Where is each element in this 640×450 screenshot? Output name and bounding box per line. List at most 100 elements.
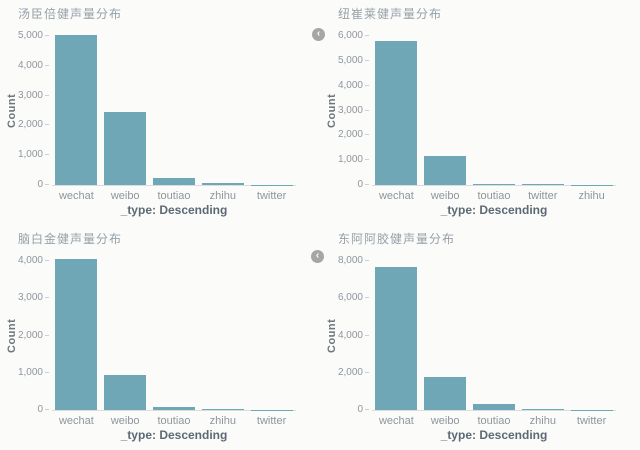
x-tick-label: toutiao [157,415,191,427]
y-tick-label: 4,000 [17,59,43,71]
bar-wechat[interactable] [55,259,97,410]
chart-title: 脑白金健声量分布 [18,232,123,246]
bar-weibo[interactable] [424,377,466,410]
y-tick-mark [365,184,369,185]
y-tick-label: 5,000 [337,54,363,66]
chart-panel-tangchenbeijian: 汤臣倍健声量分布 Count 0 1,000 2,000 3,000 4,000 5,00… [0,0,320,225]
y-tick-mark [365,84,369,86]
bar-weibo[interactable] [424,156,466,185]
x-tick-label: zhihu [578,190,605,202]
y-tick-label: 4,000 [17,255,43,266]
x-tick-label: weibo [430,415,460,427]
y-tick-mark [365,35,369,36]
x-tick-label: wechat [378,415,414,427]
plot-area: 0 1,000 2,000 3,000 4,000 wechat weibo toutiao z… [18,256,296,427]
x-tick-label: wechat [378,190,414,202]
x-tick-label: zhihu [209,190,236,202]
x-tick-label: twitter [576,415,607,427]
bar-toutiao[interactable] [473,404,515,410]
chart-panel-dongeejiao: 东阿阿胶健声量分布 Count 0 2,000 4,000 6,000 8,000 wec… [320,225,640,450]
plot-area: 0 1,000 2,000 3,000 4,000 5,000 6,000 wechat wei… [338,31,616,202]
y-tick-label: 2,000 [17,329,43,341]
y-tick-label: 2,000 [337,129,363,141]
x-tick-label: wechat [58,190,94,202]
chart-title: 东阿阿胶健声量分布 [338,232,456,246]
x-tick-label: toutiao [157,190,191,202]
bar-zhihu[interactable] [202,408,244,410]
y-tick-mark [365,109,369,111]
bar-weibo[interactable] [104,374,146,410]
y-tick-mark [45,64,49,66]
y-tick-label: 1,000 [337,154,363,166]
bar-twitter[interactable] [522,184,564,185]
x-axis-title: _type: Descending [440,203,548,217]
y-axis-label: Count [6,93,18,128]
y-tick-mark [45,334,49,336]
y-tick-label: 2,000 [337,366,363,378]
y-tick-label: 6,000 [337,292,363,304]
x-tick-label: weibo [430,190,460,202]
y-tick-label: 0 [37,404,43,415]
bar-wechat[interactable] [375,40,417,185]
bar-zhihu[interactable] [202,182,244,185]
x-tick-label: wechat [58,415,94,427]
y-tick-mark [45,297,49,299]
y-tick-label: 8,000 [337,255,363,266]
y-tick-label: 4,000 [337,79,363,91]
x-tick-label: weibo [110,415,140,427]
y-tick-label: 0 [37,179,43,190]
y-tick-mark [365,409,369,410]
plot-area: 0 1,000 2,000 3,000 4,000 5,000 wechat weibo tou… [18,31,296,202]
chart-panel-nutrilite: 纽崔莱健声量分布 Count 0 1,000 2,000 3,000 4,000 5,00… [320,0,640,225]
y-tick-mark [365,371,369,373]
y-tick-mark [45,94,49,96]
x-axis-title: _type: Descending [120,203,228,217]
bar-toutiao[interactable] [153,406,195,410]
y-tick-label: 3,000 [17,292,43,304]
bar-wechat[interactable] [55,35,97,185]
y-tick-mark [45,371,49,373]
y-tick-label: 4,000 [337,329,363,341]
x-tick-label: zhihu [209,415,236,427]
x-tick-label: toutiao [477,190,511,202]
y-tick-mark [45,184,49,185]
y-tick-label: 0 [357,179,363,190]
y-tick-label: 1,000 [17,366,43,378]
chart-title: 纽崔莱健声量分布 [338,7,443,21]
bar-weibo[interactable] [104,112,146,185]
x-tick-label: toutiao [477,415,511,427]
y-tick-mark [45,154,49,156]
bar-toutiao[interactable] [473,183,515,185]
carousel-prev-button-top[interactable]: ‹ [312,28,325,41]
y-tick-mark [45,260,49,261]
x-axis-title: _type: Descending [440,428,548,442]
y-tick-label: 3,000 [337,104,363,116]
y-tick-label: 1,000 [17,149,43,161]
y-tick-mark [365,334,369,336]
y-tick-mark [365,59,369,61]
y-tick-label: 2,000 [17,119,43,131]
x-tick-label: twitter [528,190,558,202]
bar-wechat[interactable] [375,266,417,410]
x-tick-label: twitter [256,415,287,427]
y-tick-mark [365,297,369,299]
x-tick-label: weibo [110,190,140,202]
x-tick-label: twitter [256,190,287,202]
x-axis-title: _type: Descending [120,428,228,442]
chevron-left-icon: ‹ [315,249,320,261]
y-tick-mark [365,134,369,136]
chevron-left-icon: ‹ [316,27,321,39]
y-tick-mark [45,124,49,126]
x-tick-label: zhihu [529,415,556,427]
y-tick-label: 5,000 [17,30,43,41]
y-tick-mark [45,409,49,410]
carousel-prev-button-bottom[interactable]: ‹ [311,250,324,263]
bar-zhihu[interactable] [522,409,564,410]
y-tick-mark [365,159,369,161]
plot-area: 0 2,000 4,000 6,000 8,000 wechat weibo toutiao z… [338,256,616,427]
chart-panel-naobaijin: 脑白金健声量分布 Count 0 1,000 2,000 3,000 4,000 wech… [0,225,320,450]
y-tick-label: 6,000 [337,30,363,41]
y-tick-mark [365,260,369,261]
bar-toutiao[interactable] [153,177,195,185]
